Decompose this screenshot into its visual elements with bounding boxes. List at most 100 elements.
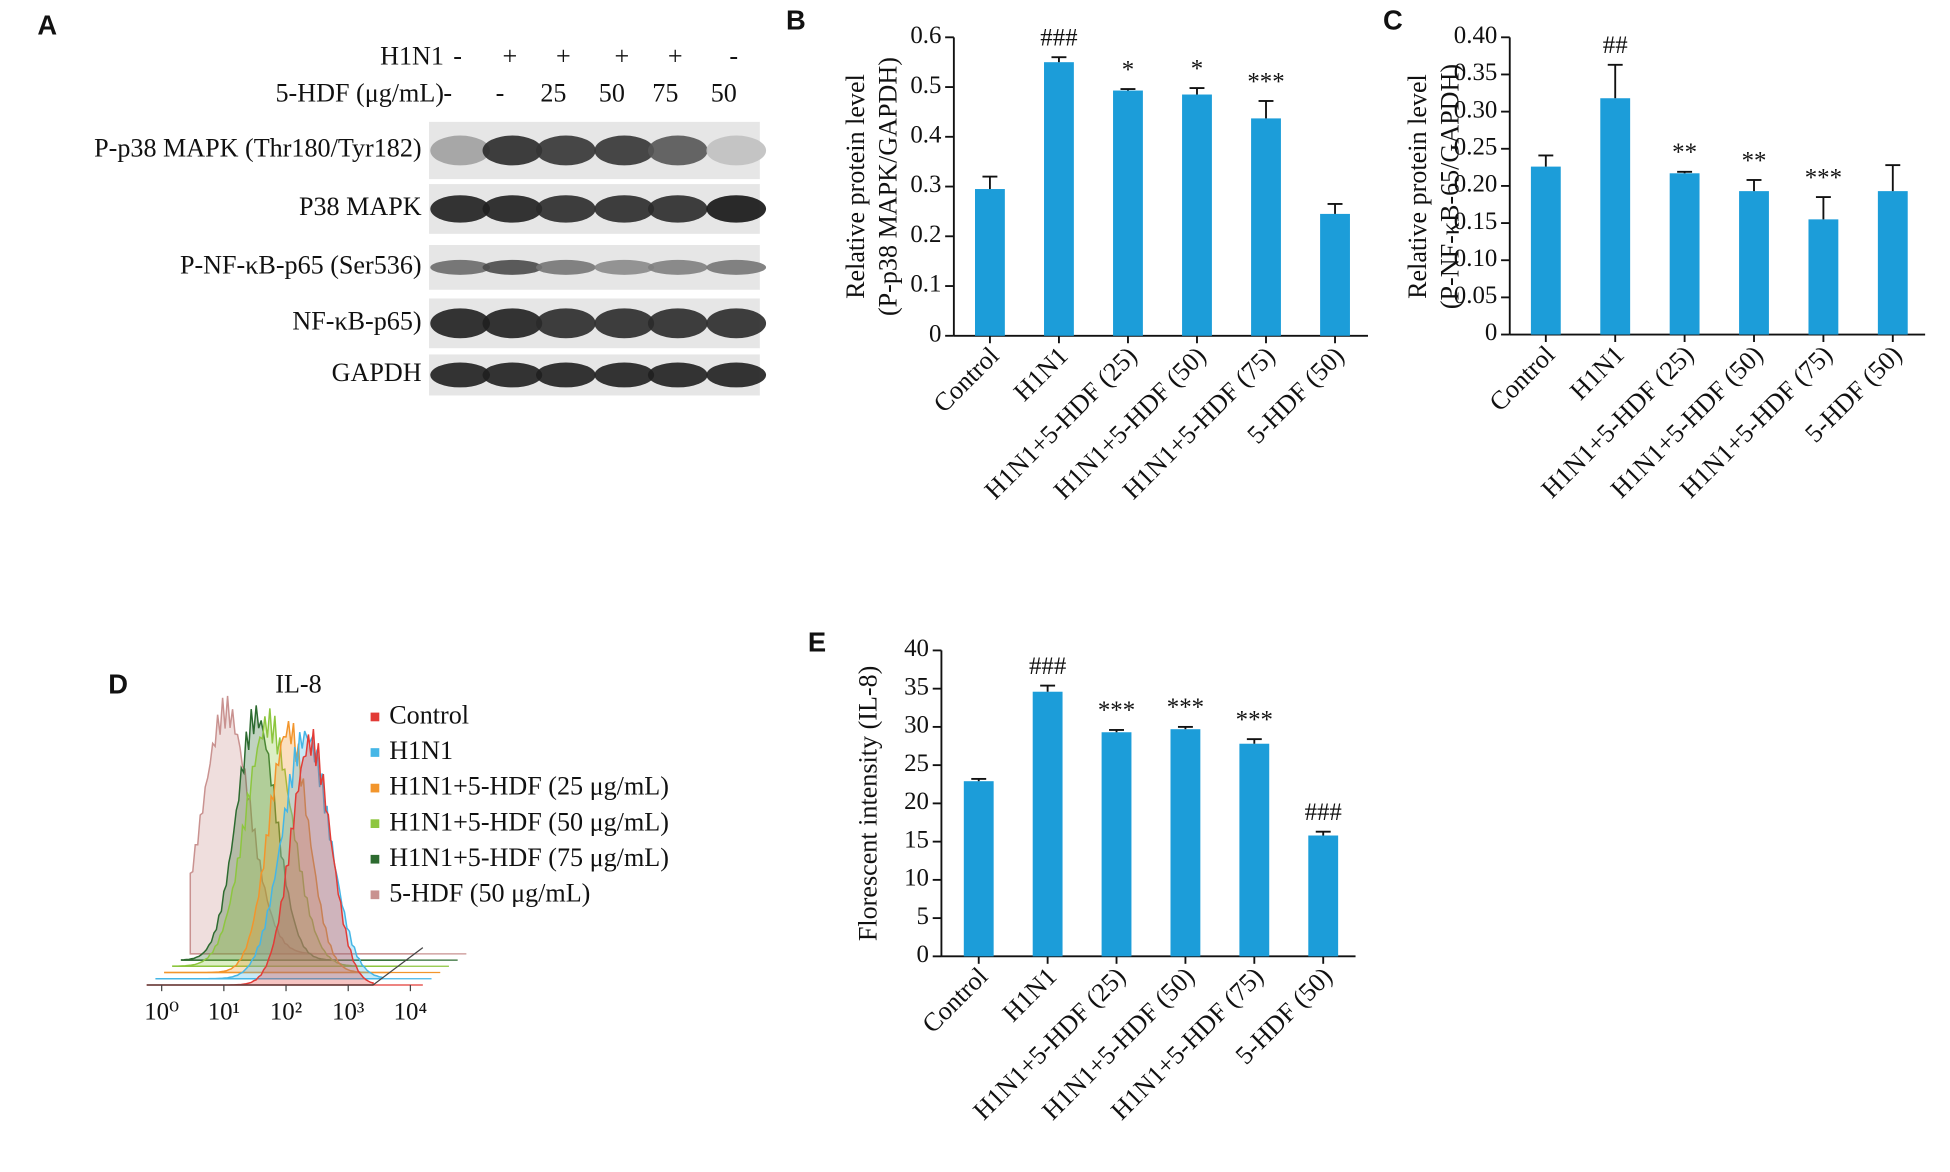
y-tick-label: 5	[917, 903, 929, 930]
legend-label: H1N1+5-HDF (50 μg/mL)	[389, 807, 669, 836]
lane-label: +	[614, 41, 629, 70]
blot-band	[536, 308, 596, 339]
blot-band	[647, 362, 708, 388]
blot-band	[430, 362, 490, 388]
bar	[1877, 191, 1908, 335]
panel-label: D	[108, 669, 128, 700]
significance-label: ###	[1040, 25, 1077, 52]
blot-band	[706, 308, 767, 339]
y-tick-label: 0.35	[1454, 59, 1498, 86]
y-tick-label: 0.25	[1454, 133, 1498, 160]
blot-band	[482, 308, 543, 339]
y-tick-label: 0.20	[1454, 171, 1498, 198]
blot-row-label: P-NF-κB-p65 (Ser536)	[180, 250, 422, 279]
y-tick-label: 0.05	[1454, 282, 1498, 309]
y-tick-label: 0.15	[1454, 208, 1498, 235]
x-tick-label: Control	[916, 962, 993, 1039]
x-tick-label: 10¹	[208, 998, 240, 1025]
x-tick-label: H1N1	[1008, 341, 1074, 407]
blot-band	[430, 135, 490, 166]
y-tick-label: 35	[904, 673, 929, 700]
x-tick-label: H1N1	[1564, 340, 1630, 406]
y-tick-label: 0.3	[910, 171, 941, 198]
y-tick-label: 0	[929, 320, 941, 347]
panel-label: B	[786, 5, 806, 36]
legend-marker	[370, 748, 380, 757]
bar	[1101, 732, 1132, 957]
panel-label: C	[1383, 5, 1403, 36]
significance-label: **	[1672, 139, 1697, 166]
y-tick-label: 15	[904, 826, 929, 853]
blot-band	[536, 135, 596, 166]
bar	[1170, 729, 1201, 957]
x-tick-label: H1N1	[997, 962, 1063, 1028]
bar	[1113, 90, 1143, 336]
y-tick-label: 0	[1485, 319, 1497, 346]
blot-band	[594, 135, 655, 166]
blot-row-label: P38 MAPK	[299, 192, 422, 221]
legend-label: H1N1	[389, 736, 453, 765]
blot-band	[594, 362, 655, 388]
legend-label: Control	[389, 701, 469, 730]
lane-label: 50	[711, 79, 737, 108]
legend-marker	[370, 783, 380, 793]
x-tick-label: Control	[1484, 340, 1561, 417]
y-tick-label: 0	[917, 941, 929, 968]
y-tick-label: 0.1	[910, 271, 941, 298]
bar	[1530, 166, 1561, 335]
legend-marker	[370, 712, 380, 722]
condition-label: H1N1	[380, 41, 444, 70]
y-axis-label: Relative protein level	[841, 74, 870, 299]
x-tick-label: 10⁴	[394, 998, 428, 1025]
bar	[1251, 118, 1281, 336]
bar	[1182, 94, 1212, 336]
x-axis-depth	[372, 947, 424, 986]
legend-marker	[370, 854, 380, 864]
y-tick-label: 40	[904, 635, 929, 662]
blot-band	[536, 362, 596, 388]
lane-label: -	[443, 79, 452, 108]
bar	[1320, 213, 1350, 336]
lane-label: -	[453, 41, 462, 70]
y-axis-label: (P-NF-κB-65/GAPDH)	[1436, 64, 1465, 309]
legend-label: 5-HDF (50 μg/mL)	[389, 878, 590, 907]
significance-label: *	[1191, 55, 1203, 82]
x-tick-label: Control	[928, 341, 1005, 418]
significance-label: ***	[1247, 68, 1284, 95]
bar	[975, 189, 1005, 336]
y-tick-label: 0.5	[910, 72, 941, 99]
bar	[1044, 62, 1074, 336]
blot-band	[482, 135, 543, 166]
y-tick-label: 0.40	[1454, 22, 1498, 49]
significance-label: ***	[1236, 706, 1273, 733]
bar	[1808, 219, 1839, 335]
significance-label: ###	[1305, 799, 1342, 826]
y-tick-label: 10	[904, 865, 929, 892]
lane-label: +	[503, 41, 518, 70]
blot-band	[594, 308, 655, 339]
x-tick-label: 10²	[270, 998, 302, 1025]
legend-label: H1N1+5-HDF (25 μg/mL)	[389, 772, 669, 801]
y-tick-label: 25	[904, 750, 929, 777]
bar	[1032, 691, 1063, 957]
significance-label: ##	[1603, 32, 1628, 59]
blot-band	[706, 259, 767, 275]
y-tick-label: 30	[904, 712, 929, 739]
significance-label: ###	[1029, 653, 1066, 680]
lane-label: -	[729, 41, 738, 70]
y-axis-label: Relative protein level	[1403, 74, 1432, 299]
blot-row-label: NF-κB-p65)	[292, 306, 421, 335]
significance-label: ***	[1805, 164, 1842, 191]
bar	[1600, 98, 1631, 335]
lane-label: +	[668, 41, 683, 70]
y-tick-label: 0.4	[910, 122, 942, 149]
panel-label: E	[808, 626, 826, 657]
blot-band	[430, 259, 490, 275]
lane-label: 50	[599, 79, 625, 108]
blot-band	[706, 362, 767, 388]
blot-band	[594, 195, 655, 223]
legend-marker	[370, 819, 380, 829]
blot-band	[647, 308, 708, 339]
y-tick-label: 0.30	[1454, 96, 1498, 123]
blot-row-label: P-p38 MAPK (Thr180/Tyr182)	[94, 133, 421, 162]
